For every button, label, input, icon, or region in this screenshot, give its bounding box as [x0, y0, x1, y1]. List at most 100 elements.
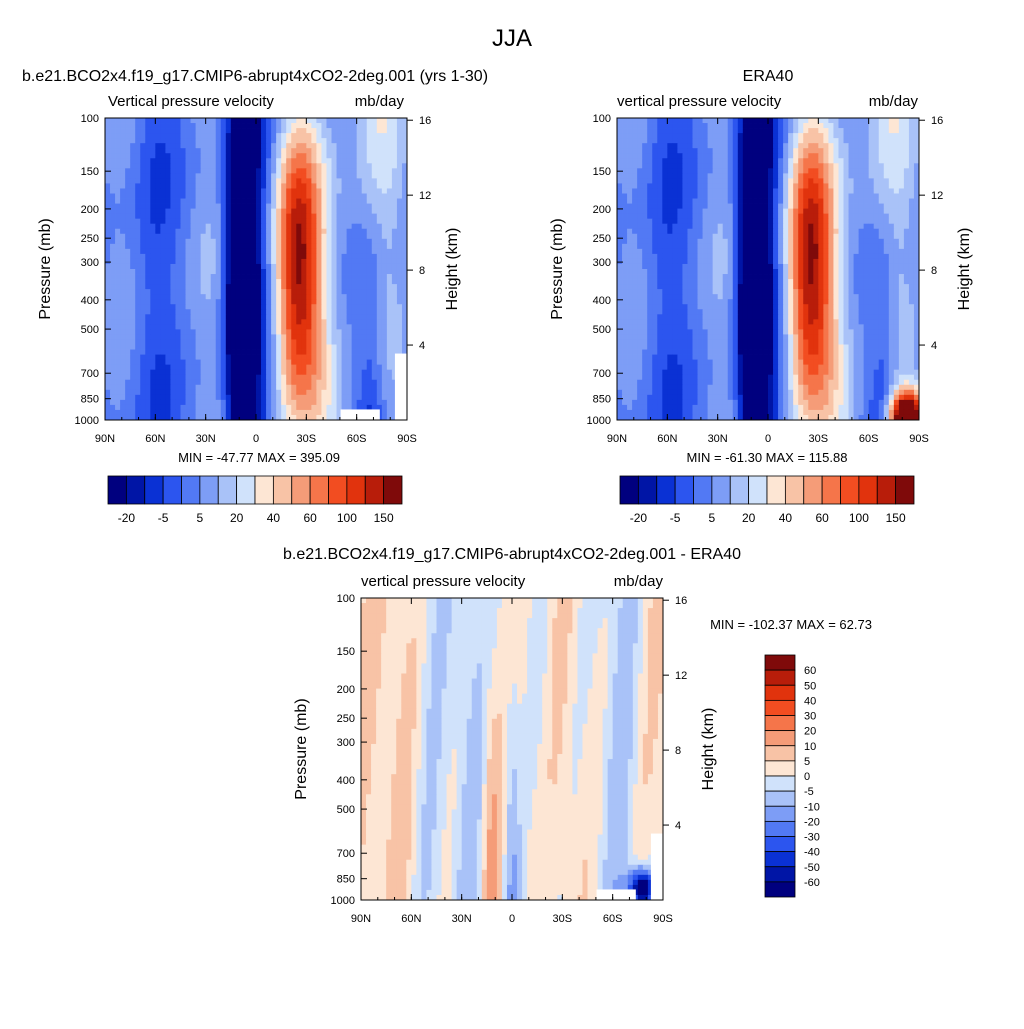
x-tick-label: 30S [297, 433, 317, 445]
colorbar-label: -5 [158, 511, 169, 525]
y-tick-label: 200 [337, 684, 355, 696]
missing-data-edge [395, 354, 407, 420]
colorbar-swatch [200, 476, 218, 504]
colorbar-label: 40 [779, 511, 793, 525]
colorbar-swatch [126, 476, 144, 504]
colorbar-label: 60 [804, 665, 816, 677]
colorbar-swatch [163, 476, 181, 504]
x-tick-label: 60N [401, 913, 421, 925]
x-tick-label: 0 [509, 913, 515, 925]
y-tick-label: 850 [81, 394, 99, 406]
colorbar-swatch [384, 476, 402, 504]
y-tick-label: 200 [81, 204, 99, 216]
x-tick-label: 60S [603, 913, 623, 925]
y-tick-label: 500 [337, 804, 355, 816]
y-tick-label: 400 [593, 295, 611, 307]
x-tick-label: 90S [909, 433, 929, 445]
min-max-stats: MIN = -102.37 MAX = 62.73 [710, 617, 872, 632]
height-tick-label: 8 [931, 265, 937, 277]
colorbar-swatch [765, 746, 795, 761]
colorbar-label: -20 [804, 816, 820, 828]
colorbar-swatch [765, 670, 795, 685]
colorbar-swatch [841, 476, 859, 504]
colorbar-label: 20 [230, 511, 244, 525]
colorbar-swatch [765, 776, 795, 791]
colorbar-swatch [804, 476, 822, 504]
min-max-stats: MIN = -61.30 MAX = 115.88 [687, 450, 848, 465]
colorbar-swatch [675, 476, 693, 504]
colorbar-label: 10 [804, 741, 816, 753]
colorbar-swatch [329, 476, 347, 504]
y-tick-label: 1000 [587, 415, 611, 427]
x-tick-label: 60S [347, 433, 367, 445]
min-max-stats: MIN = -47.77 MAX = 395.09 [178, 450, 340, 465]
y-tick-label: 100 [337, 593, 355, 605]
colorbar-label: 100 [337, 511, 357, 525]
figure-title: JJA [492, 25, 532, 52]
panel-title: b.e21.BCO2x4.f19_g17.CMIP6-abrupt4xCO2-2… [283, 546, 741, 563]
y-tick-label: 300 [81, 257, 99, 269]
colorbar-label: 150 [374, 511, 394, 525]
colorbar-label: 20 [742, 511, 756, 525]
height-tick-label: 8 [419, 265, 425, 277]
colorbar-label: 20 [804, 726, 816, 738]
height-tick-label: 12 [931, 190, 943, 202]
colorbar-label: -5 [804, 786, 814, 798]
contour-cells [361, 598, 663, 900]
x-tick-label: 60N [145, 433, 165, 445]
colorbar-swatch [765, 700, 795, 715]
y-tick-label: 400 [81, 295, 99, 307]
x-tick-label: 90N [607, 433, 627, 445]
y-tick-label: 150 [81, 166, 99, 178]
colorbar-label: -30 [804, 832, 820, 844]
colorbar-swatch [767, 476, 785, 504]
x-tick-label: 0 [765, 433, 771, 445]
y-tick-label: 700 [337, 848, 355, 860]
y-tick-label: 700 [81, 368, 99, 380]
variable-label: vertical pressure velocity [617, 93, 782, 110]
panel-title: ERA40 [743, 68, 794, 85]
x-tick-label: 90S [653, 913, 673, 925]
y-tick-label: 500 [593, 324, 611, 336]
colorbar-swatch [765, 806, 795, 821]
panel-difference: b.e21.BCO2x4.f19_g17.CMIP6-abrupt4xCO2-2… [283, 546, 872, 925]
variable-label: Vertical pressure velocity [108, 93, 274, 110]
colorbar-label: 60 [303, 511, 317, 525]
colorbar-swatch [255, 476, 273, 504]
colorbar-label: 150 [886, 511, 906, 525]
units-label: mb/day [869, 93, 919, 110]
y-tick-label: 250 [593, 233, 611, 245]
colorbar-label: -60 [804, 877, 820, 889]
x-tick-label: 90N [95, 433, 115, 445]
panel-era40: ERA40 vertical pressure velocity mb/day 90N… [549, 68, 973, 525]
colorbar-label: -40 [804, 847, 820, 859]
colorbar-swatch [765, 731, 795, 746]
y-tick-label: 250 [337, 713, 355, 725]
height-tick-label: 12 [419, 190, 431, 202]
x-tick-label: 30N [452, 913, 472, 925]
height-tick-label: 4 [931, 340, 937, 352]
colorbar-swatch [765, 791, 795, 806]
y-axis-label: Pressure (mb) [549, 218, 566, 319]
y-axis-label: Pressure (mb) [293, 698, 310, 799]
y-tick-label: 1000 [75, 415, 99, 427]
colorbar-label: 0 [804, 771, 810, 783]
y-axis-label-right: Height (km) [956, 228, 973, 311]
contour-cells [105, 118, 407, 420]
panel-title: b.e21.BCO2x4.f19_g17.CMIP6-abrupt4xCO2-2… [22, 68, 488, 85]
variable-label: vertical pressure velocity [361, 573, 526, 590]
colorbar-swatch [273, 476, 291, 504]
panel-model: b.e21.BCO2x4.f19_g17.CMIP6-abrupt4xCO2-2… [22, 68, 488, 525]
colorbar-label: 50 [804, 680, 816, 692]
colorbar-label: 60 [815, 511, 829, 525]
colorbar-swatch [765, 867, 795, 882]
colorbar-label: 5 [709, 511, 716, 525]
colorbar-swatch [145, 476, 163, 504]
y-tick-label: 250 [81, 233, 99, 245]
x-tick-label: 90S [397, 433, 417, 445]
y-tick-label: 100 [81, 113, 99, 125]
colorbar-swatch [765, 685, 795, 700]
missing-data-edge [651, 834, 663, 900]
y-tick-label: 850 [337, 874, 355, 886]
colorbar-swatch [822, 476, 840, 504]
